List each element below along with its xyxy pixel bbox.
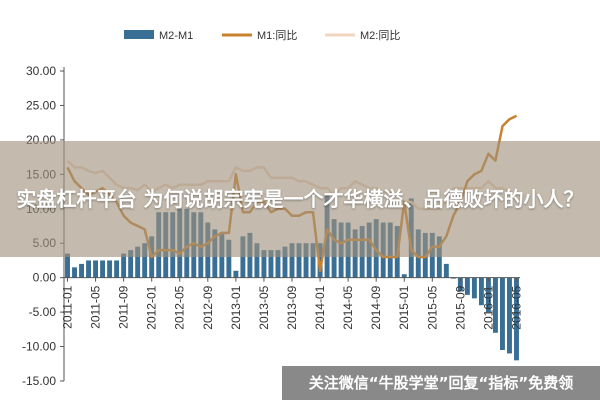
bar: [107, 260, 113, 278]
bar: [500, 277, 505, 350]
x-tick-label: 2012-05: [173, 285, 187, 329]
x-tick-label: 2013-05: [257, 285, 271, 329]
legend-item: M2:同比: [325, 29, 400, 42]
bar: [507, 277, 512, 354]
legend-label: M2:同比: [360, 29, 400, 42]
x-tick-label: 2015-01: [397, 285, 411, 329]
bar: [114, 260, 120, 278]
legend-swatch: [124, 30, 154, 39]
bar: [233, 270, 239, 278]
y-tick-label: -15.00: [22, 374, 56, 388]
bar: [135, 246, 141, 278]
bar: [310, 243, 316, 278]
bar: [296, 243, 302, 278]
y-tick-label: -5.00: [29, 305, 57, 319]
legend-item: M2-M1: [124, 30, 193, 42]
bar: [471, 277, 477, 299]
x-tick-label: 2014-01: [313, 285, 327, 329]
x-tick-label: 2012-09: [201, 285, 215, 329]
bar: [303, 243, 309, 278]
bar: [275, 250, 281, 278]
bar: [93, 260, 99, 278]
bar: [261, 250, 267, 278]
y-tick-label: 0.00: [33, 271, 57, 285]
bar: [268, 250, 274, 278]
x-tick-label: 2015-05: [425, 285, 439, 329]
bar: [485, 277, 491, 313]
legend-item: M1:同比: [222, 29, 297, 42]
chart-legend: M2-M1 M1:同比 M2:同比: [124, 29, 400, 42]
bar: [86, 260, 92, 278]
bar: [478, 277, 484, 306]
bar: [254, 243, 260, 278]
x-tick-label: 2016-01: [481, 285, 495, 329]
y-tick-label: -10.00: [22, 340, 56, 354]
bar: [121, 253, 127, 278]
bar: [289, 243, 295, 278]
y-tick-label: 25.00: [26, 98, 56, 112]
bar: [436, 236, 442, 278]
bar: [457, 277, 463, 292]
x-tick-label: 2016-05: [509, 285, 523, 329]
bar: [226, 239, 232, 278]
bar: [65, 253, 70, 278]
x-tick-label: 2011-01: [61, 285, 75, 328]
bar: [282, 246, 288, 278]
x-tick-label: 2013-01: [229, 285, 243, 329]
article-title: 实盘杠杆平台 为何说胡宗宪是一个才华横溢、品德败坏的小人？: [16, 187, 584, 211]
bar: [464, 277, 470, 295]
x-tick-label: 2011-09: [117, 285, 131, 328]
bar: [79, 263, 84, 278]
bar: [443, 263, 449, 278]
x-tick-label: 2012-01: [145, 285, 159, 329]
legend-label: M1:同比: [257, 29, 297, 42]
bar: [100, 260, 106, 278]
article-title-banner: 实盘杠杆平台 为何说胡宗宪是一个才华横溢、品德败坏的小人？: [0, 141, 600, 257]
bar: [72, 267, 77, 278]
x-tick-label: 2015-09: [453, 285, 467, 329]
bar: [401, 274, 407, 278]
bar: [128, 250, 134, 278]
bar: [514, 277, 519, 361]
bar: [142, 243, 148, 278]
bar: [240, 236, 246, 278]
x-tick-label: 2013-09: [285, 285, 299, 329]
y-tick-label: 30.00: [26, 64, 56, 78]
bar: [492, 277, 498, 333]
x-tick-label: 2014-05: [341, 285, 355, 329]
x-tick-label: 2014-09: [369, 285, 383, 329]
legend-label: M2-M1: [159, 30, 193, 42]
wechat-watermark: 关注微信“牛股学堂”回复“指标”免费领: [282, 366, 600, 400]
x-tick-label: 2011-05: [89, 285, 103, 328]
x-axis: 2011-01 2011-05 2011-09 2012-01 2012-05 2012-…: [61, 277, 523, 330]
